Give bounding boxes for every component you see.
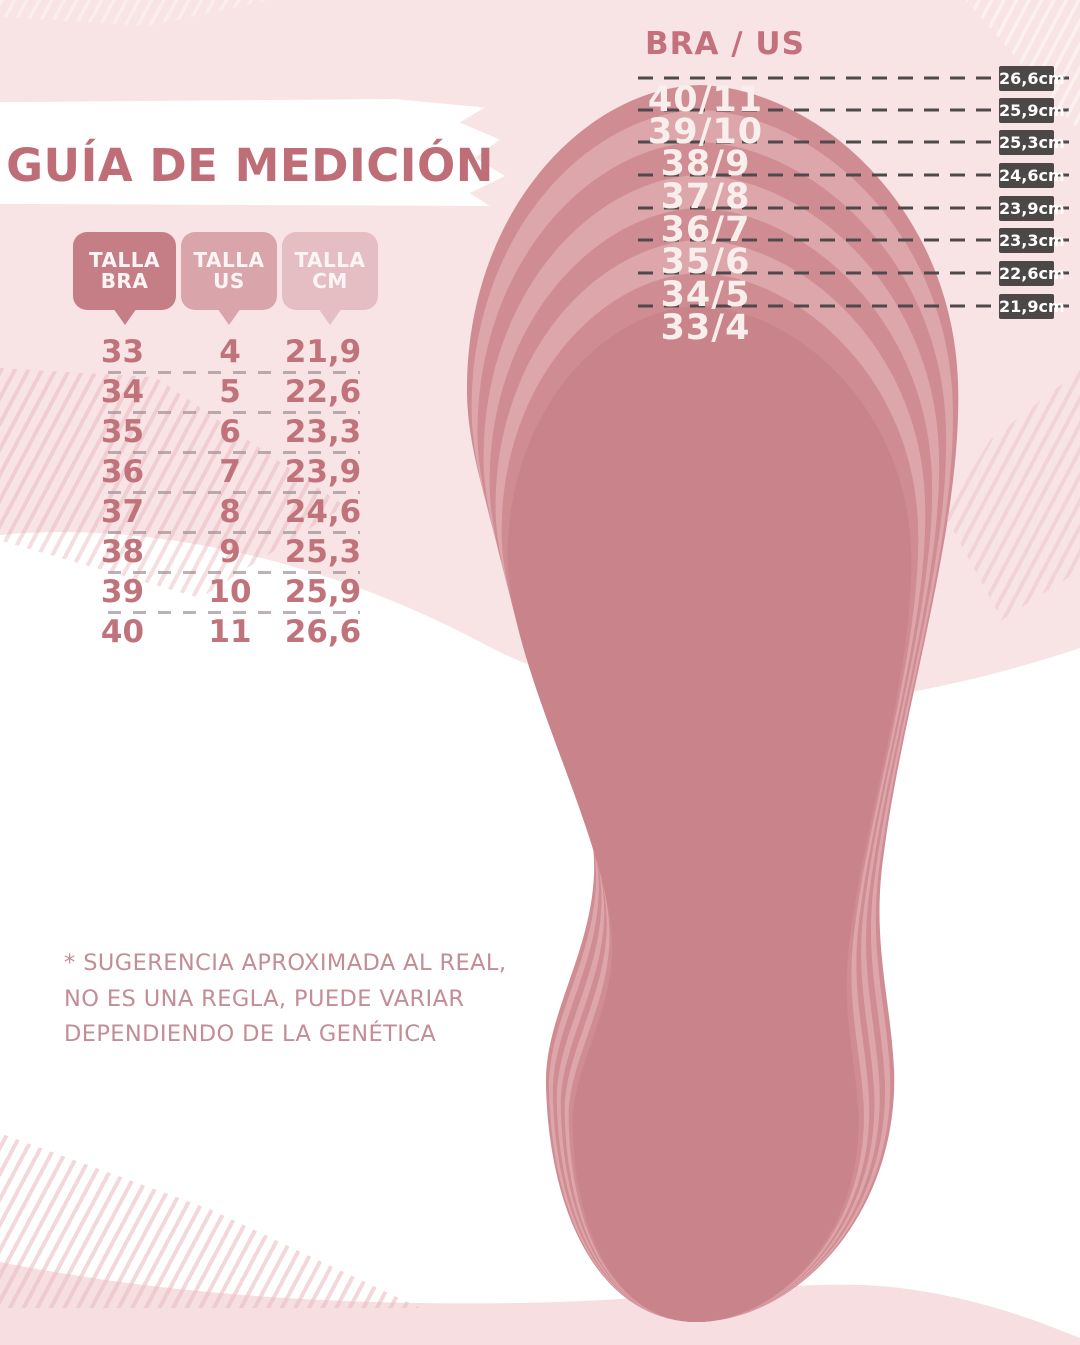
table-row-divider: [108, 531, 360, 534]
table-row: 34 5 22,6: [0, 372, 440, 412]
table-row: 40 11 26,6: [0, 612, 440, 652]
size-bra-value: 35: [100, 414, 145, 450]
length-badge: 24,6cm: [999, 163, 1065, 188]
column-header-line1: TALLA: [294, 247, 366, 272]
table-row: 35 6 23,3: [0, 412, 440, 452]
disclaimer-line-3: DEPENDIENDO DE LA GENÉTICA: [64, 1021, 437, 1047]
foot-size-label: 39/10: [647, 112, 764, 152]
title-brush-background: [0, 99, 505, 206]
foot-size-label: 34/5: [660, 275, 751, 315]
size-us-value: 4: [219, 334, 241, 370]
foot-diagram-header: BRA / US: [645, 26, 805, 62]
size-us-value: 11: [208, 614, 252, 650]
foot-outline-33-4: [507, 305, 912, 1323]
table-row-divider: [108, 371, 360, 374]
table-row-divider: [108, 571, 360, 574]
size-us-value: 10: [208, 574, 252, 610]
size-cm-value: 23,3: [284, 414, 362, 450]
bubble-tail: [217, 308, 241, 325]
table-row: 38 9 25,3: [0, 532, 440, 572]
foot-size-label: 40/11: [647, 80, 764, 120]
bottom-pink-wave: [0, 1262, 1080, 1345]
length-badge: 22,6cm: [999, 261, 1065, 286]
size-us-value: 7: [219, 454, 241, 490]
size-cm-value: 25,3: [284, 534, 362, 570]
page-title: GUÍA DE MEDICIÓN: [6, 139, 494, 192]
column-header-line2: CM: [312, 269, 348, 293]
disclaimer-line-2: NO ES UNA REGLA, PUEDE VARIAR: [64, 985, 465, 1012]
foot-size-label: 37/8: [660, 177, 751, 217]
size-us-value: 5: [219, 374, 241, 410]
table-row: 33 4 21,9: [0, 332, 440, 372]
size-cm-value: 24,6: [284, 494, 362, 530]
size-cm-value: 22,6: [284, 374, 362, 410]
table-row-divider: [108, 611, 360, 614]
table-row-divider: [108, 491, 360, 494]
disclaimer-line-1: * SUGERENCIA APROXIMADA AL REAL,: [64, 950, 507, 976]
column-header-line1: TALLA: [193, 247, 265, 272]
size-bra-value: 39: [100, 574, 145, 610]
length-badge: 23,3cm: [999, 228, 1065, 253]
bubble-tail: [318, 308, 342, 325]
table-row-divider: [108, 411, 360, 414]
size-us-value: 9: [219, 534, 241, 570]
length-badge: 25,9cm: [999, 98, 1065, 123]
foot-size-label: 36/7: [660, 210, 751, 250]
size-cm-value: 26,6: [284, 614, 362, 650]
column-header-line1: TALLA: [88, 247, 161, 272]
table-row: 37 8 24,6: [0, 492, 440, 532]
column-header-talla-us: TALLA US: [181, 232, 277, 325]
foot-size-label: 33/4: [660, 308, 751, 348]
table-row: 39 10 25,9: [0, 572, 440, 612]
length-badge: 25,3cm: [999, 130, 1065, 155]
column-header-talla-bra: TALLA BRA: [73, 232, 176, 325]
table-row-divider: [108, 451, 360, 454]
table-row: 36 7 23,9: [0, 452, 440, 492]
size-bra-value: 40: [100, 614, 145, 650]
column-header-talla-cm: TALLA CM: [282, 232, 378, 325]
size-bra-value: 33: [100, 334, 145, 370]
size-us-value: 6: [219, 414, 241, 450]
foot-size-label: 38/9: [660, 144, 751, 184]
size-cm-value: 25,9: [284, 574, 362, 610]
size-bra-value: 36: [100, 454, 145, 490]
size-cm-value: 23,9: [284, 454, 362, 490]
size-bra-value: 37: [100, 494, 145, 530]
disclaimer-note: * SUGERENCIA APROXIMADA AL REAL, NO ES U…: [64, 946, 506, 1053]
length-badge: 23,9cm: [999, 196, 1065, 221]
foot-outlines: [466, 85, 959, 1323]
column-header-line2: BRA: [100, 269, 149, 293]
foot-size-label: 35/6: [660, 242, 751, 282]
bubble-tail: [112, 308, 137, 325]
length-badge: 26,6cm: [999, 66, 1065, 91]
column-header-line2: US: [213, 269, 245, 293]
size-bra-value: 38: [100, 534, 145, 570]
size-cm-value: 21,9: [284, 334, 362, 370]
length-badge: 21,9cm: [999, 294, 1065, 319]
size-us-value: 8: [219, 494, 241, 530]
size-bra-value: 34: [100, 374, 145, 410]
